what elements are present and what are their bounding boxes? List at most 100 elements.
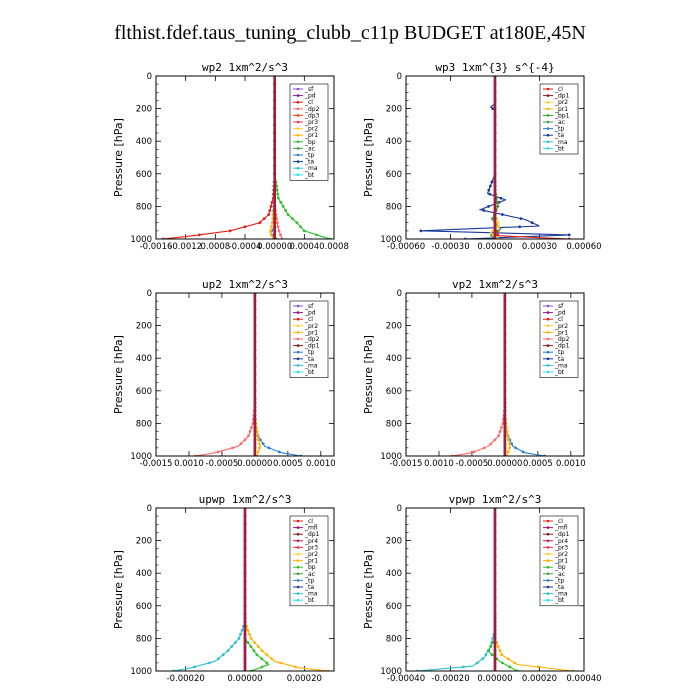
x-tick-label: -0.00030 (431, 242, 469, 252)
y-tick-label: 800 (136, 634, 152, 644)
legend-marker (296, 100, 300, 104)
series-point-pr1 (258, 442, 261, 446)
series-point-ac (495, 200, 499, 204)
series-point-pr1 (269, 229, 272, 233)
series-point-dp2 (279, 233, 282, 237)
legend-marker (296, 337, 300, 341)
legend-entry: _ac (554, 571, 565, 578)
legend-entry: _ac (304, 145, 315, 152)
series-point-ta (518, 225, 522, 229)
legend-marker (546, 592, 550, 595)
x-tick-label: 0.00020 (522, 674, 557, 684)
legend-marker (296, 317, 300, 321)
series-point-tp (258, 438, 262, 442)
legend-entry: _dp3 (304, 112, 320, 119)
series-point-bp (255, 653, 259, 657)
panel-title: wp2 1xm^2/s^3 (202, 61, 288, 74)
series-point-bp (276, 196, 280, 200)
legend-entry: _dp1 (554, 93, 570, 100)
legend-entry: _pr1 (304, 132, 318, 139)
series-point-pr1 (508, 446, 512, 450)
legend-entry: _sf (304, 303, 314, 310)
y-axis-label: Pressure [hPa] (112, 335, 125, 414)
legend-marker (296, 344, 300, 347)
series-line-dp2 (452, 293, 506, 456)
legend-marker (296, 133, 300, 137)
series-point-ma (233, 641, 237, 644)
x-tick-label: 0.00040 (566, 674, 601, 684)
series-point-tp (514, 446, 518, 450)
legend-entry: _ac (554, 119, 565, 126)
legend-entry: _ta (304, 159, 314, 166)
series-point-dp2 (276, 225, 280, 229)
series-point-bp (487, 649, 491, 653)
legend-entry: _ac (304, 571, 315, 578)
y-tick-label: 200 (386, 322, 402, 332)
series-point-bp (275, 188, 279, 192)
x-tick-label: -0.0012 (169, 242, 202, 252)
series-point-dp2 (275, 221, 279, 225)
series-point-pr1 (506, 657, 510, 661)
legend-entry: _bt (304, 369, 315, 376)
legend-marker (546, 331, 550, 334)
y-tick-label: 200 (136, 322, 152, 332)
legend-entry: _pr2 (554, 99, 568, 106)
chart-wp2: wp2 1xm^2/s^3 Pressure [hPa] 0 200 400 600 800… (112, 61, 349, 252)
series-point-dp2 (248, 430, 252, 433)
y-tick-label: 400 (386, 137, 402, 147)
x-tick-label: -0.0005 (206, 459, 239, 469)
series-point-tp (521, 450, 525, 454)
series-point-tp (267, 446, 271, 450)
legend-marker (296, 565, 300, 569)
series-point-pr2 (496, 225, 500, 229)
y-tick-label: 600 (386, 602, 402, 612)
series-point-bp (315, 233, 319, 237)
y-tick-label: 600 (136, 387, 152, 397)
y-tick-label: 800 (386, 202, 402, 212)
legend-entry: _ma (304, 165, 318, 172)
series-point-pr1 (498, 649, 502, 653)
series-point-ta (419, 229, 423, 233)
series-point-pr1 (249, 637, 253, 640)
legend-marker (296, 364, 300, 367)
x-tick-label: 0.0010 (174, 459, 204, 469)
series-point-ta (488, 184, 492, 188)
y-tick-label: 0 (397, 504, 402, 514)
legend-entry: _ma (554, 139, 568, 146)
series-point-ma (462, 665, 465, 669)
legend-marker (296, 304, 300, 308)
plot-frame (155, 292, 335, 457)
series-point-bp (260, 665, 264, 669)
legend-marker (546, 370, 550, 374)
panel-wp3: wp3 1xm^{3} s^{-4} Pressure [hPa] 0 200 400 6… (360, 58, 602, 263)
legend-entry: _bp (304, 564, 316, 571)
legend-entry: _pr2 (554, 323, 568, 330)
x-tick-label: -0.0005 (456, 459, 489, 469)
x-tick-label: 0.00030 (522, 242, 557, 252)
x-tick-label: 0.0008 (319, 242, 349, 252)
series-point-pr1 (256, 645, 260, 648)
series-point-tp (261, 442, 265, 446)
legend-entry: _bt (554, 597, 565, 604)
legend-entry: _cl (304, 99, 313, 106)
series-point-pr1 (270, 657, 274, 661)
legend-entry: _cl (554, 316, 563, 323)
series-point-bp (260, 657, 264, 661)
series-point-bp (295, 221, 299, 225)
y-tick-label: 400 (136, 569, 152, 579)
legend-entry: _tp (554, 577, 564, 584)
x-tick-label: 0.00000 (227, 674, 262, 684)
series-point-pr1 (500, 653, 504, 657)
series-point-pr1 (269, 233, 273, 237)
legend-marker (296, 140, 300, 144)
x-tick-label: 0.00000 (477, 674, 512, 684)
series-point-dp2 (500, 426, 503, 429)
x-tick-label: -0.0015 (140, 459, 173, 469)
series-point-bp (279, 200, 283, 204)
y-tick-label: 600 (136, 602, 152, 612)
legend-entry: _pr2 (304, 551, 318, 558)
series-point-pr1 (258, 446, 262, 450)
legend-entry: _sf (554, 303, 564, 310)
legend-entry: _pr1 (554, 329, 568, 336)
legend-entry: _tp (304, 349, 314, 356)
